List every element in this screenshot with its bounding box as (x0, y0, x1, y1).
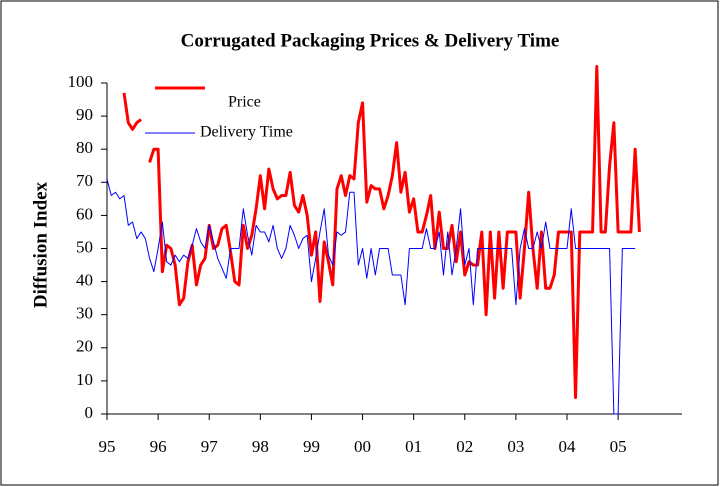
x-tick-label: 04 (559, 437, 577, 456)
y-tick-label: 40 (76, 271, 93, 290)
y-tick-label: 100 (68, 72, 94, 91)
x-tick-label: 00 (354, 437, 371, 456)
y-tick-label: 20 (76, 337, 93, 356)
y-tick-label: 70 (76, 171, 93, 190)
y-tick-label: 90 (76, 105, 93, 124)
series-line (106, 178, 636, 415)
x-tick-label: 96 (150, 437, 167, 456)
x-tick-label: 05 (610, 437, 627, 456)
chart-title: Corrugated Packaging Prices & Delivery T… (181, 30, 560, 51)
y-tick-label: 80 (76, 138, 93, 157)
y-tick-label: 60 (76, 204, 93, 223)
y-tick-label: 0 (85, 403, 94, 422)
y-axis-label: Diffusion Index (30, 181, 51, 308)
legend-label: Price (228, 94, 261, 111)
x-tick-label: 01 (405, 437, 422, 456)
legend-label: Delivery Time (200, 124, 293, 141)
x-tick-label: 02 (456, 437, 473, 456)
x-tick-label: 03 (507, 437, 524, 456)
x-tick-label: 99 (303, 437, 320, 456)
y-tick-label: 50 (76, 237, 93, 256)
y-tick-label: 10 (76, 370, 93, 389)
series-line (122, 64, 641, 399)
x-tick-label: 95 (99, 437, 116, 456)
y-tick-label: 30 (76, 304, 93, 323)
x-tick-label: 97 (201, 437, 219, 456)
x-tick-label: 98 (252, 437, 269, 456)
